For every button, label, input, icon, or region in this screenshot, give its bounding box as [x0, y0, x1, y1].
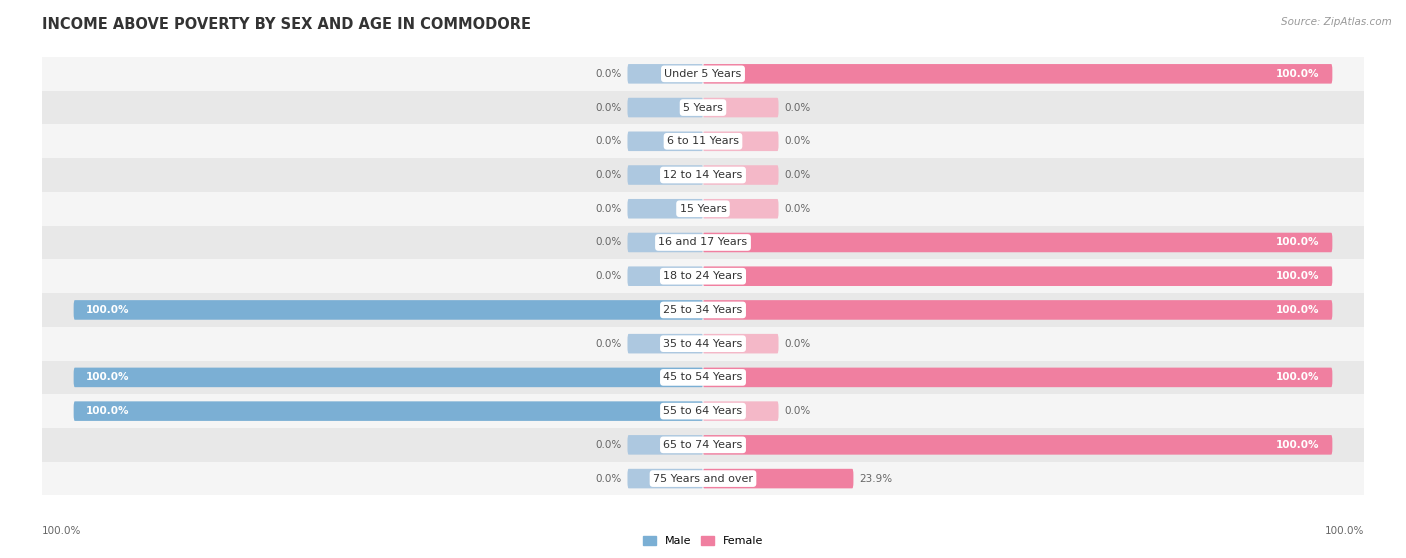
Bar: [42, 293, 1364, 327]
FancyBboxPatch shape: [703, 64, 1333, 84]
Text: 0.0%: 0.0%: [785, 406, 811, 416]
Bar: [42, 395, 1364, 428]
FancyBboxPatch shape: [627, 98, 703, 117]
Text: 0.0%: 0.0%: [595, 271, 621, 281]
Text: Under 5 Years: Under 5 Years: [665, 69, 741, 79]
FancyBboxPatch shape: [627, 266, 703, 286]
FancyBboxPatch shape: [703, 266, 1333, 286]
Text: 0.0%: 0.0%: [785, 204, 811, 214]
Text: 100.0%: 100.0%: [1324, 526, 1364, 536]
Text: 0.0%: 0.0%: [595, 238, 621, 248]
FancyBboxPatch shape: [703, 132, 779, 151]
Bar: [42, 461, 1364, 496]
FancyBboxPatch shape: [627, 64, 703, 84]
Bar: [42, 158, 1364, 192]
Bar: [42, 57, 1364, 91]
Bar: [42, 192, 1364, 225]
FancyBboxPatch shape: [703, 469, 853, 488]
FancyBboxPatch shape: [703, 165, 779, 185]
Text: 100.0%: 100.0%: [86, 305, 129, 315]
Text: 100.0%: 100.0%: [1277, 305, 1320, 315]
Text: 100.0%: 100.0%: [1277, 440, 1320, 450]
FancyBboxPatch shape: [627, 199, 703, 219]
Text: 0.0%: 0.0%: [595, 204, 621, 214]
FancyBboxPatch shape: [73, 368, 703, 387]
FancyBboxPatch shape: [703, 401, 779, 421]
Text: 55 to 64 Years: 55 to 64 Years: [664, 406, 742, 416]
FancyBboxPatch shape: [627, 165, 703, 185]
Text: 0.0%: 0.0%: [785, 136, 811, 146]
FancyBboxPatch shape: [73, 300, 703, 320]
Text: 45 to 54 Years: 45 to 54 Years: [664, 372, 742, 382]
Text: 6 to 11 Years: 6 to 11 Years: [666, 136, 740, 146]
FancyBboxPatch shape: [73, 401, 703, 421]
Text: 75 Years and over: 75 Years and over: [652, 474, 754, 484]
FancyBboxPatch shape: [703, 199, 779, 219]
Text: 100.0%: 100.0%: [86, 406, 129, 416]
Text: 5 Years: 5 Years: [683, 103, 723, 113]
Text: 0.0%: 0.0%: [595, 103, 621, 113]
FancyBboxPatch shape: [627, 132, 703, 151]
Bar: [42, 360, 1364, 395]
Text: 35 to 44 Years: 35 to 44 Years: [664, 339, 742, 349]
Legend: Male, Female: Male, Female: [638, 532, 768, 551]
Text: 100.0%: 100.0%: [42, 526, 82, 536]
FancyBboxPatch shape: [703, 334, 779, 353]
Text: 25 to 34 Years: 25 to 34 Years: [664, 305, 742, 315]
FancyBboxPatch shape: [703, 233, 1333, 252]
Text: 15 Years: 15 Years: [679, 204, 727, 214]
Text: 0.0%: 0.0%: [595, 440, 621, 450]
Text: 16 and 17 Years: 16 and 17 Years: [658, 238, 748, 248]
Text: 65 to 74 Years: 65 to 74 Years: [664, 440, 742, 450]
FancyBboxPatch shape: [627, 435, 703, 455]
Text: 100.0%: 100.0%: [1277, 372, 1320, 382]
Text: 0.0%: 0.0%: [785, 339, 811, 349]
Text: 0.0%: 0.0%: [595, 69, 621, 79]
FancyBboxPatch shape: [627, 233, 703, 252]
Text: 100.0%: 100.0%: [1277, 69, 1320, 79]
FancyBboxPatch shape: [703, 435, 1333, 455]
Text: 23.9%: 23.9%: [859, 474, 893, 484]
Bar: [42, 428, 1364, 461]
Bar: [42, 225, 1364, 259]
FancyBboxPatch shape: [703, 98, 779, 117]
FancyBboxPatch shape: [703, 300, 1333, 320]
Text: INCOME ABOVE POVERTY BY SEX AND AGE IN COMMODORE: INCOME ABOVE POVERTY BY SEX AND AGE IN C…: [42, 17, 531, 32]
Text: 100.0%: 100.0%: [1277, 271, 1320, 281]
Text: 100.0%: 100.0%: [1277, 238, 1320, 248]
Text: 100.0%: 100.0%: [86, 372, 129, 382]
Text: 0.0%: 0.0%: [785, 103, 811, 113]
FancyBboxPatch shape: [627, 469, 703, 488]
Text: 18 to 24 Years: 18 to 24 Years: [664, 271, 742, 281]
FancyBboxPatch shape: [627, 334, 703, 353]
Bar: [42, 91, 1364, 124]
Bar: [42, 124, 1364, 158]
Text: Source: ZipAtlas.com: Source: ZipAtlas.com: [1281, 17, 1392, 27]
Text: 0.0%: 0.0%: [595, 339, 621, 349]
Text: 0.0%: 0.0%: [595, 474, 621, 484]
Bar: [42, 327, 1364, 360]
Text: 12 to 14 Years: 12 to 14 Years: [664, 170, 742, 180]
Text: 0.0%: 0.0%: [595, 136, 621, 146]
FancyBboxPatch shape: [703, 368, 1333, 387]
Text: 0.0%: 0.0%: [595, 170, 621, 180]
Text: 0.0%: 0.0%: [785, 170, 811, 180]
Bar: [42, 259, 1364, 293]
